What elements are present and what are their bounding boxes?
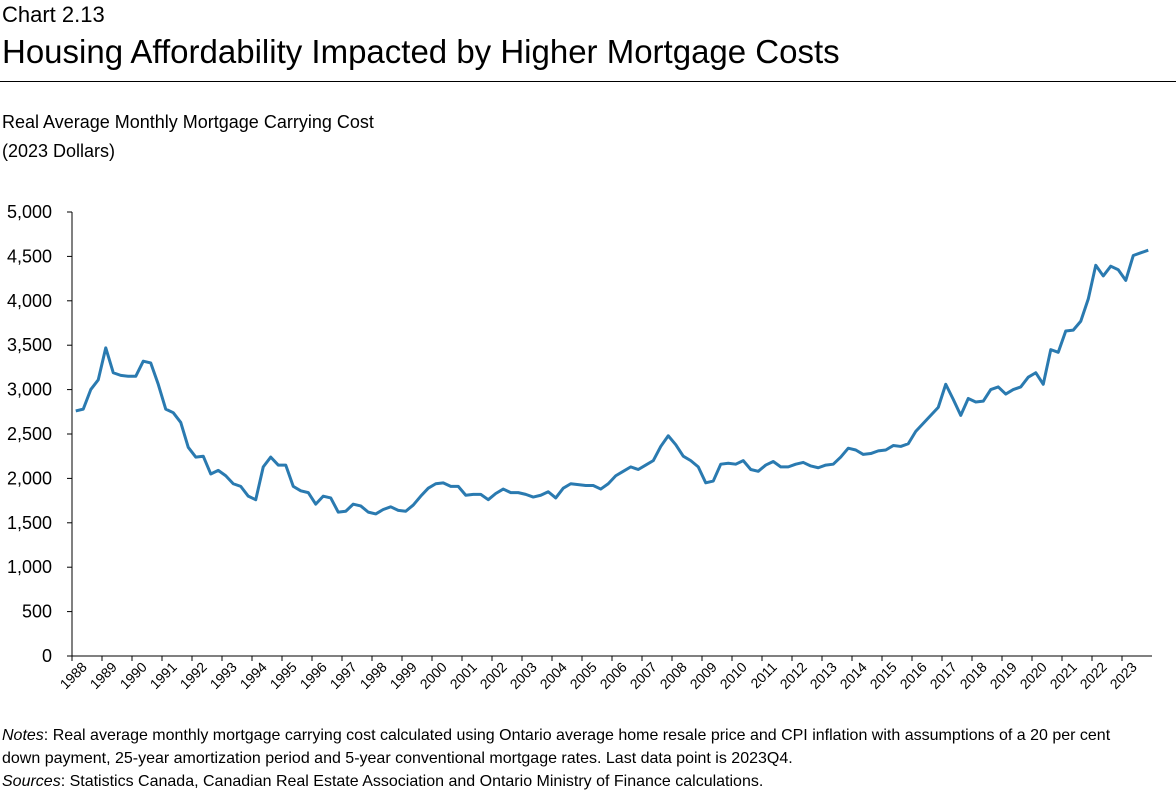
- x-tick-label: 2009: [687, 659, 720, 692]
- y-tick-label: 500: [22, 602, 52, 622]
- x-tick-label: 2016: [897, 659, 930, 692]
- axis-unit: (2023 Dollars): [2, 141, 115, 161]
- y-tick-label: 4,000: [7, 291, 52, 311]
- y-tick-label: 2,500: [7, 424, 52, 444]
- x-tick-label: 2018: [957, 659, 990, 692]
- axis-title: Real Average Monthly Mortgage Carrying C…: [2, 112, 374, 132]
- x-tick-label: 1990: [117, 659, 150, 692]
- sources-line: Sources: Statistics Canada, Canadian Rea…: [2, 770, 1112, 793]
- x-tick-label: 1995: [267, 659, 300, 692]
- x-tick-label: 2010: [717, 659, 750, 692]
- y-tick-label: 4,500: [7, 246, 52, 266]
- x-tick-label: 2017: [927, 659, 960, 692]
- y-tick-label: 1,000: [7, 557, 52, 577]
- x-tick-label: 1999: [387, 659, 420, 692]
- x-tick-label: 2004: [537, 659, 570, 692]
- x-tick-label: 1991: [147, 659, 180, 692]
- sources-label: Sources: [2, 773, 61, 790]
- chart: Chart 2.13 Housing Affordability Impacte…: [0, 2, 1176, 692]
- x-tick-label: 2020: [1017, 659, 1050, 692]
- notes-line: Notes: Real average monthly mortgage car…: [2, 724, 1112, 770]
- x-tick-label: 2002: [477, 659, 510, 692]
- x-tick-label: 1992: [177, 659, 210, 692]
- chart-number: Chart 2.13: [2, 2, 105, 27]
- x-tick-label: 2000: [417, 659, 450, 692]
- x-tick-label: 2021: [1047, 659, 1080, 692]
- data-line: [75, 248, 1149, 516]
- y-tick-label: 0: [42, 646, 52, 666]
- x-tick-label: 1996: [297, 659, 330, 692]
- y-tick-label: 5,000: [7, 202, 52, 222]
- x-tick-label: 1998: [357, 659, 390, 692]
- x-tick-label: 2019: [987, 659, 1020, 692]
- x-tick-label: 1994: [237, 659, 270, 692]
- x-tick-label: 2014: [837, 659, 870, 692]
- sources-text: : Statistics Canada, Canadian Real Estat…: [60, 773, 764, 790]
- x-tick-label: 2008: [657, 659, 690, 692]
- x-tick-label: 2022: [1077, 659, 1110, 692]
- y-tick-label: 3,500: [7, 335, 52, 355]
- x-tick-label: 2006: [597, 659, 630, 692]
- x-tick-label: 1989: [87, 659, 120, 692]
- x-tick-label: 2007: [627, 659, 660, 692]
- x-tick-label: 1993: [207, 659, 240, 692]
- y-tick-label: 3,000: [7, 380, 52, 400]
- x-tick-label: 2012: [777, 659, 810, 692]
- notes: Notes: Real average monthly mortgage car…: [2, 724, 1112, 793]
- x-tick-label: 2005: [567, 659, 600, 692]
- y-tick-label: 1,500: [7, 513, 52, 533]
- x-tick-label: 1997: [327, 659, 360, 692]
- x-tick-label: 2023: [1107, 659, 1140, 692]
- x-tick-label: 2003: [507, 659, 540, 692]
- x-tick-label: 2001: [447, 659, 480, 692]
- notes-text: : Real average monthly mortgage carrying…: [2, 727, 1111, 767]
- x-tick-label: 1988: [57, 659, 90, 692]
- notes-label: Notes: [2, 727, 44, 744]
- x-tick-label: 2015: [867, 659, 900, 692]
- chart-title: Housing Affordability Impacted by Higher…: [2, 33, 840, 70]
- y-tick-label: 2,000: [7, 468, 52, 488]
- x-tick-label: 2013: [807, 659, 840, 692]
- x-tick-label: 2011: [747, 659, 780, 692]
